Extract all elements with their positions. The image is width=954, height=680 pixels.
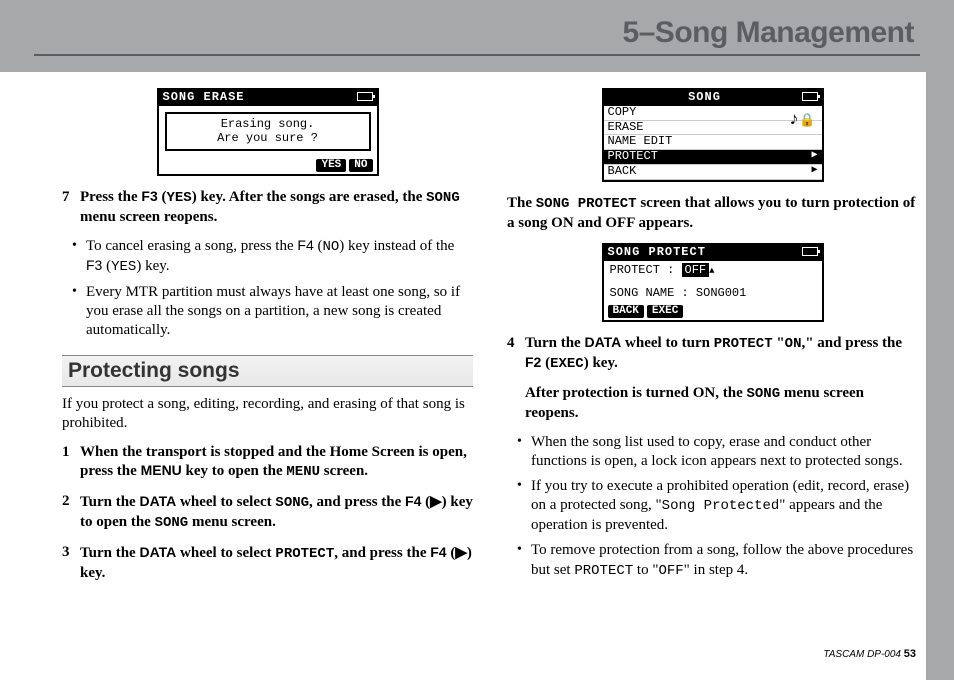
lcd-dialog-line2: Are you sure ?	[173, 132, 363, 146]
lcd-back-button: BACK	[608, 305, 644, 318]
lcd-yes-button: YES	[316, 159, 346, 172]
bullet-lock-icon: When the song list used to copy, erase a…	[507, 433, 918, 471]
protect-notes: When the song list used to copy, erase a…	[507, 433, 918, 581]
step-7: Press the F3 (YES) key. After the songs …	[62, 188, 473, 227]
lcd-title: SONG ERASE	[163, 91, 245, 105]
bullet-remove-protect: To remove protection from a song, follow…	[507, 541, 918, 580]
menu-row-name-edit: NAME EDIT	[604, 135, 822, 150]
battery-icon	[802, 92, 818, 101]
lcd-title: SONG	[688, 91, 721, 105]
battery-icon	[357, 92, 373, 101]
protect-line: PROTECT : OFF▲	[610, 264, 816, 278]
lcd-dialog-line1: Erasing song.	[173, 118, 363, 132]
page-title: 5–Song Management	[622, 16, 914, 50]
note-lock-icon: ♪🔒	[789, 110, 816, 131]
battery-icon	[802, 247, 818, 256]
step-4: Turn the DATA wheel to turn PROTECT "ON,…	[507, 334, 918, 374]
lcd-song-protect: SONG PROTECT PROTECT : OFF▲ SONG NAME : …	[602, 243, 824, 322]
protect-intro: If you protect a song, editing, recordin…	[62, 395, 473, 433]
lcd-exec-button: EXEC	[647, 305, 683, 318]
bullet-cancel-erase: To cancel erasing a song, press the F4 (…	[62, 237, 473, 277]
lcd-song-menu: SONG COPY ERASE NAME EDIT PROTECT▶ BACK▶…	[602, 88, 824, 182]
step-4-after: After protection is turned ON, the SONG …	[507, 384, 918, 423]
header-bar: 5–Song Management	[0, 0, 954, 72]
page-footer: TASCAM DP-004 53	[823, 648, 916, 660]
menu-row-back: BACK▶	[604, 165, 822, 180]
lcd-no-button: NO	[349, 159, 372, 172]
left-column: SONG ERASE Erasing song. Are you sure ? …	[62, 88, 473, 595]
header-rule	[34, 54, 920, 56]
song-name-line: SONG NAME : SONG001	[610, 287, 816, 301]
erase-notes: To cancel erasing a song, press the F4 (…	[62, 237, 473, 340]
lcd-song-erase: SONG ERASE Erasing song. Are you sure ? …	[157, 88, 379, 176]
step-3: Turn the DATA wheel to select PROTECT, a…	[62, 543, 473, 583]
step-1: When the transport is stopped and the Ho…	[62, 443, 473, 482]
menu-row-protect: PROTECT▶	[604, 150, 822, 165]
bullet-partition-note: Every MTR partition must always have at …	[62, 283, 473, 341]
protect-steps: When the transport is stopped and the Ho…	[62, 443, 473, 583]
section-protecting-songs: Protecting songs	[62, 355, 473, 387]
content: SONG ERASE Erasing song. Are you sure ? …	[62, 88, 918, 595]
right-column: SONG COPY ERASE NAME EDIT PROTECT▶ BACK▶…	[507, 88, 918, 595]
side-margin	[926, 72, 954, 680]
lcd-title: SONG PROTECT	[608, 246, 706, 260]
step-2: Turn the DATA wheel to select SONG, and …	[62, 492, 473, 533]
bullet-prohibited: If you try to execute a prohibited opera…	[507, 477, 918, 535]
para-song-protect: The SONG PROTECT screen that allows you …	[507, 194, 918, 233]
